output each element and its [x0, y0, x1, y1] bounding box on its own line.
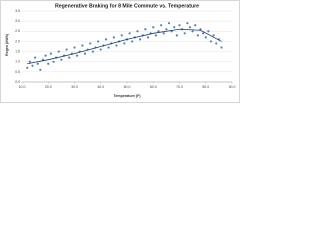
point: [120, 34, 123, 37]
y-tick-label: 3.5: [15, 9, 20, 13]
x-tick-label: 70.0: [176, 85, 183, 89]
point: [173, 26, 176, 29]
x-axis-label: Temperature (F): [113, 94, 141, 98]
point: [157, 30, 160, 33]
x-tick-label: 30.0: [71, 85, 78, 89]
x-tick-label: 20.0: [45, 85, 52, 89]
point: [57, 50, 60, 53]
point: [68, 56, 71, 59]
point: [196, 34, 199, 37]
point: [107, 46, 110, 49]
chart: Regenerative Braking for 8 Mile Commute …: [0, 0, 240, 103]
trend-line: [27, 28, 222, 65]
x-tick-label: 40.0: [97, 85, 104, 89]
point: [34, 56, 37, 59]
point: [183, 32, 186, 35]
point: [97, 40, 100, 43]
point: [60, 58, 63, 61]
point: [28, 60, 31, 63]
point: [115, 44, 118, 47]
y-tick-label: 0.5: [15, 70, 20, 74]
x-tick-label: 60.0: [150, 85, 157, 89]
point: [49, 52, 52, 55]
y-tick-label: 2.0: [15, 39, 20, 43]
point: [188, 26, 192, 29]
point: [31, 64, 34, 67]
point: [123, 42, 126, 45]
point: [162, 32, 165, 35]
point: [204, 36, 207, 39]
y-axis-label: Regen (kWh): [5, 33, 9, 56]
y-tick-label: 1.5: [15, 49, 20, 53]
point: [139, 38, 142, 41]
x-tick-label: 50.0: [124, 85, 131, 89]
point: [136, 30, 139, 33]
point: [194, 24, 197, 27]
point: [112, 36, 115, 39]
point: [212, 34, 215, 37]
x-tick-label: 80.0: [202, 85, 209, 89]
y-tick-label: 3.0: [15, 19, 20, 23]
point: [39, 68, 42, 71]
point: [191, 30, 194, 33]
x-tick-label: 90.0: [229, 85, 236, 89]
point: [76, 54, 79, 57]
y-tick-label: 1.0: [15, 60, 20, 64]
point: [167, 22, 171, 25]
point: [160, 24, 163, 27]
point: [89, 42, 92, 45]
point: [209, 40, 213, 43]
point: [83, 52, 87, 55]
point: [215, 42, 218, 45]
point: [26, 66, 29, 69]
y-tick-label: 2.5: [15, 29, 20, 33]
point: [220, 46, 223, 49]
point: [165, 28, 168, 31]
point: [73, 46, 76, 49]
point: [65, 48, 68, 51]
point: [154, 34, 157, 37]
point: [44, 54, 47, 57]
point: [36, 62, 39, 65]
point: [199, 28, 202, 31]
point: [152, 26, 155, 29]
point: [91, 50, 94, 53]
point: [175, 34, 178, 37]
chart-title: Regenerative Braking for 8 Mile Commute …: [55, 3, 199, 9]
point: [186, 22, 189, 25]
point: [104, 38, 108, 41]
x-tick-label: 10.0: [19, 85, 26, 89]
point: [146, 36, 150, 39]
point: [144, 28, 147, 31]
point: [99, 48, 102, 51]
point: [202, 32, 205, 35]
point: [131, 40, 134, 43]
point: [207, 30, 210, 33]
point: [178, 24, 181, 27]
point: [47, 62, 50, 65]
point: [81, 44, 84, 47]
point: [52, 60, 55, 63]
y-tick-label: 0.0: [15, 80, 20, 84]
point: [128, 32, 131, 35]
